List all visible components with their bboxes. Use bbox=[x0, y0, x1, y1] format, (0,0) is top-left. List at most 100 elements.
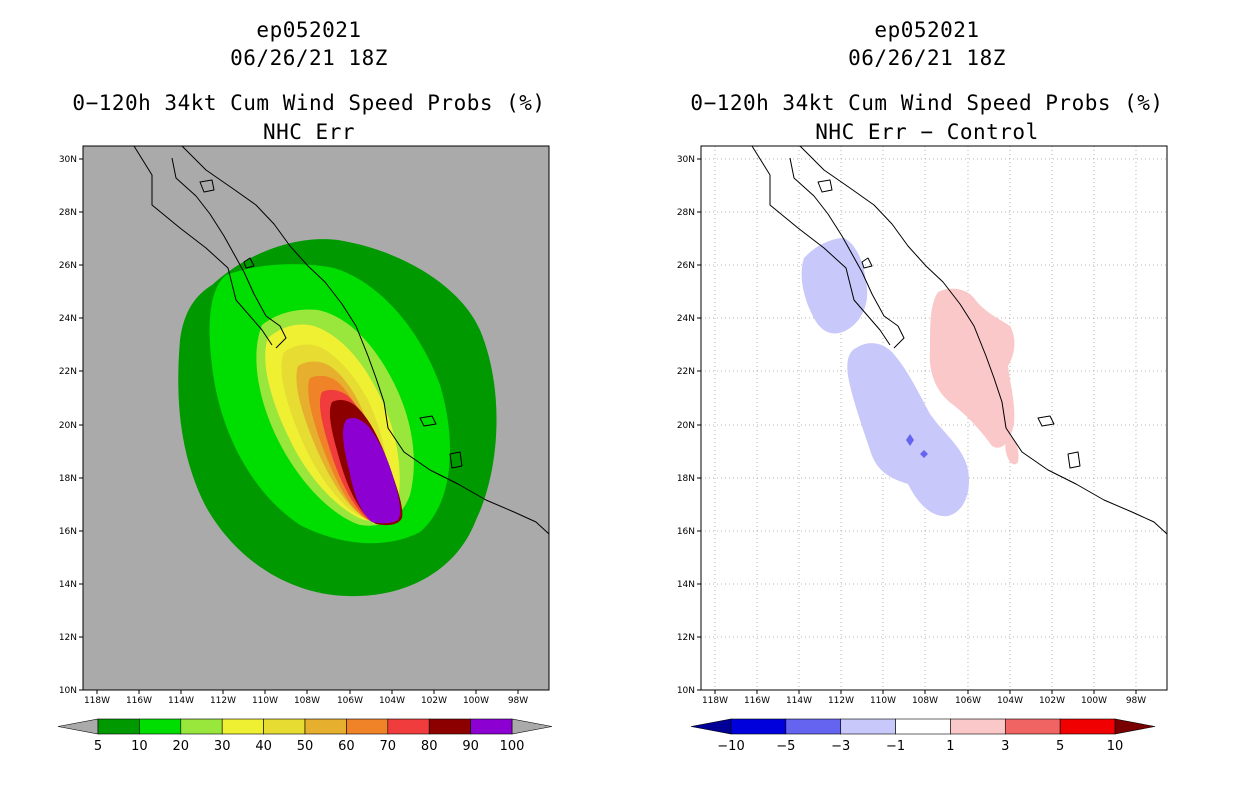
colorbar-label: 3 bbox=[1001, 739, 1009, 754]
lat-label: 30N bbox=[59, 155, 77, 165]
colorbar-label: 5 bbox=[94, 739, 102, 754]
colorbar-label: 100 bbox=[500, 739, 525, 754]
storm-id: ep052021 bbox=[256, 18, 362, 42]
map-frame bbox=[82, 145, 550, 691]
lat-label: 12N bbox=[677, 633, 695, 643]
positive-diff-area bbox=[1005, 436, 1019, 465]
lat-label: 30N bbox=[677, 155, 695, 165]
colorbar-swatch bbox=[470, 718, 513, 735]
colorbar-label: −3 bbox=[831, 739, 850, 754]
lat-label: 10N bbox=[677, 686, 695, 696]
colorbar-swatch bbox=[97, 718, 140, 735]
probability-map: 30N 28N 26N 24N 22N 20N 18N 16N 14N 12N 10N 118W 116… bbox=[59, 145, 550, 706]
lon-label: 106W bbox=[337, 696, 363, 706]
lat-label: 22N bbox=[677, 367, 695, 377]
colorbar-swatch bbox=[428, 718, 471, 735]
negative-diff-area bbox=[801, 238, 868, 334]
colorbar-label: 70 bbox=[380, 739, 397, 754]
lat-label: 16N bbox=[677, 527, 695, 537]
lat-label: 14N bbox=[677, 580, 695, 590]
lon-label: 118W bbox=[84, 696, 110, 706]
baja-west-coastline bbox=[751, 145, 891, 346]
storm-id: ep052021 bbox=[874, 18, 980, 42]
colorbar-swatch bbox=[950, 718, 1006, 735]
product-title: 0−120h 34kt Cum Wind Speed Probs (%) bbox=[690, 91, 1164, 115]
colorbar-swatch bbox=[1004, 718, 1061, 735]
colorbar-label: 5 bbox=[1056, 739, 1064, 754]
colorbar-difference: −10 −5 −3 −1 1 3 5 10 bbox=[690, 718, 1156, 754]
lat-label: 22N bbox=[59, 367, 77, 377]
map-frame bbox=[700, 145, 1168, 691]
baja-east-coastline bbox=[171, 157, 287, 349]
colorbar-label: 60 bbox=[338, 739, 355, 754]
colorbar-swatch bbox=[785, 718, 842, 735]
colorbar-label: 10 bbox=[131, 739, 148, 754]
map-background bbox=[701, 146, 1167, 690]
colorbar-low-end bbox=[57, 718, 99, 735]
lat-label: 28N bbox=[59, 208, 77, 218]
lon-label: 100W bbox=[463, 696, 489, 706]
lat-label: 24N bbox=[677, 314, 695, 324]
island-outline bbox=[449, 451, 463, 469]
lat-label: 16N bbox=[59, 527, 77, 537]
lon-label: 114W bbox=[786, 696, 812, 706]
left-panel: ep052021 06/26/21 18Z 0−120h 34kt Cum Wi… bbox=[57, 18, 553, 754]
colorbar-label: 90 bbox=[462, 739, 479, 754]
lat-label: 26N bbox=[59, 261, 77, 271]
lat-label: 18N bbox=[59, 474, 77, 484]
colorbar-label: 30 bbox=[214, 739, 231, 754]
colorbar-high-end bbox=[1114, 718, 1156, 735]
colorbar-probability: 5 10 20 30 40 50 60 70 80 90 100 bbox=[57, 718, 553, 754]
lon-label: 118W bbox=[702, 696, 728, 706]
colorbar-swatch bbox=[139, 718, 182, 735]
lon-label: 112W bbox=[828, 696, 854, 706]
lon-label: 108W bbox=[294, 696, 320, 706]
mainland-coastline bbox=[181, 145, 550, 535]
lat-label: 28N bbox=[677, 208, 695, 218]
lat-label: 26N bbox=[677, 261, 695, 271]
lon-label: 102W bbox=[421, 696, 447, 706]
right-panel: ep052021 06/26/21 18Z 0−120h 34kt Cum Wi… bbox=[618, 0, 1236, 800]
colorbar-label: 20 bbox=[173, 739, 190, 754]
product-title: 0−120h 34kt Cum Wind Speed Probs (%) bbox=[72, 91, 546, 115]
colorbar-swatch bbox=[1059, 718, 1116, 735]
colorbar-label: −10 bbox=[717, 739, 744, 754]
colorbar-swatch bbox=[263, 718, 306, 735]
lon-label: 116W bbox=[744, 696, 770, 706]
lat-label: 12N bbox=[59, 633, 77, 643]
lon-label: 116W bbox=[126, 696, 152, 706]
colorbar-label: −1 bbox=[886, 739, 905, 754]
island-outline bbox=[1067, 451, 1081, 469]
date-time: 06/26/21 18Z bbox=[230, 46, 388, 70]
island-outline bbox=[243, 257, 255, 269]
lat-label: 10N bbox=[59, 686, 77, 696]
colorbar-swatch bbox=[304, 718, 347, 735]
colorbar-label: 50 bbox=[297, 739, 314, 754]
colorbar-swatch bbox=[221, 718, 264, 735]
lon-label: 110W bbox=[252, 696, 278, 706]
lon-label: 112W bbox=[210, 696, 236, 706]
lon-label: 106W bbox=[955, 696, 981, 706]
lon-label: 98W bbox=[508, 696, 528, 706]
colorbar-swatch bbox=[346, 718, 389, 735]
lat-label: 20N bbox=[59, 421, 77, 431]
colorbar-label: −5 bbox=[776, 739, 795, 754]
negative-diff-spot bbox=[906, 434, 914, 446]
colorbar-label: 80 bbox=[421, 739, 438, 754]
lon-label: 114W bbox=[168, 696, 194, 706]
lon-label: 98W bbox=[1126, 696, 1146, 706]
colorbar-swatch bbox=[387, 718, 430, 735]
lon-label: 108W bbox=[912, 696, 938, 706]
lat-label: 20N bbox=[677, 421, 695, 431]
baja-west-coastline bbox=[133, 145, 273, 346]
panel-subtitle: NHC Err − Control bbox=[815, 120, 1039, 144]
baja-east-coastline bbox=[789, 157, 905, 349]
colorbar-swatch bbox=[730, 718, 787, 735]
colorbar-low-end bbox=[690, 718, 732, 735]
colorbar-high-end bbox=[511, 718, 553, 735]
colorbar-swatch bbox=[895, 718, 951, 735]
island-outline bbox=[1037, 415, 1055, 427]
contour-90pct bbox=[343, 418, 401, 524]
date-time: 06/26/21 18Z bbox=[848, 46, 1006, 70]
lat-label: 24N bbox=[59, 314, 77, 324]
